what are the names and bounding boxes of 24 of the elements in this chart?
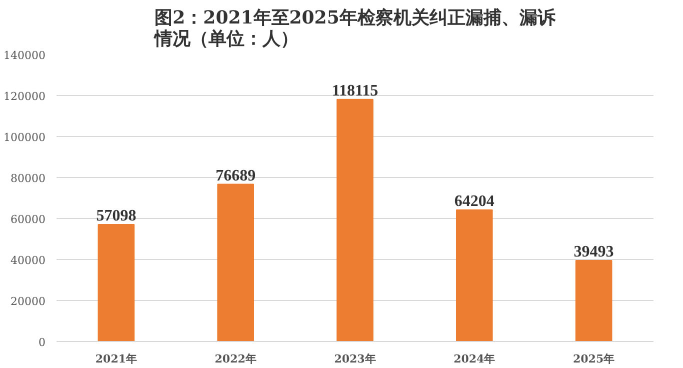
bar bbox=[575, 260, 612, 342]
bar bbox=[217, 184, 254, 342]
x-tick-label: 2024年 bbox=[454, 352, 496, 366]
x-tick-label: 2023年 bbox=[334, 352, 376, 366]
y-tick-label: 0 bbox=[38, 336, 46, 349]
y-tick-label: 40000 bbox=[10, 254, 46, 267]
y-tick-label: 120000 bbox=[4, 90, 46, 103]
bar bbox=[456, 209, 493, 342]
x-tick-label: 2022年 bbox=[214, 352, 256, 366]
x-tick-label: 2025年 bbox=[572, 352, 615, 366]
data-label: 64204 bbox=[454, 192, 494, 210]
data-label: 118115 bbox=[332, 82, 378, 100]
data-label: 76689 bbox=[216, 167, 256, 184]
y-tick-label: 60000 bbox=[10, 213, 46, 226]
data-label: 57098 bbox=[96, 207, 136, 224]
data-label: 39493 bbox=[574, 244, 614, 261]
y-tick-label: 20000 bbox=[10, 295, 46, 308]
y-tick-label: 100000 bbox=[4, 131, 46, 144]
bar bbox=[336, 98, 374, 342]
x-tick-label: 2021年 bbox=[95, 352, 138, 366]
bar bbox=[98, 224, 135, 342]
y-tick-label: 140000 bbox=[4, 49, 46, 62]
y-tick-label: 80000 bbox=[10, 172, 46, 185]
chart-title: 图2：2021年至2025年检察机关纠正漏捕、漏诉情况（单位：人） bbox=[154, 8, 556, 50]
